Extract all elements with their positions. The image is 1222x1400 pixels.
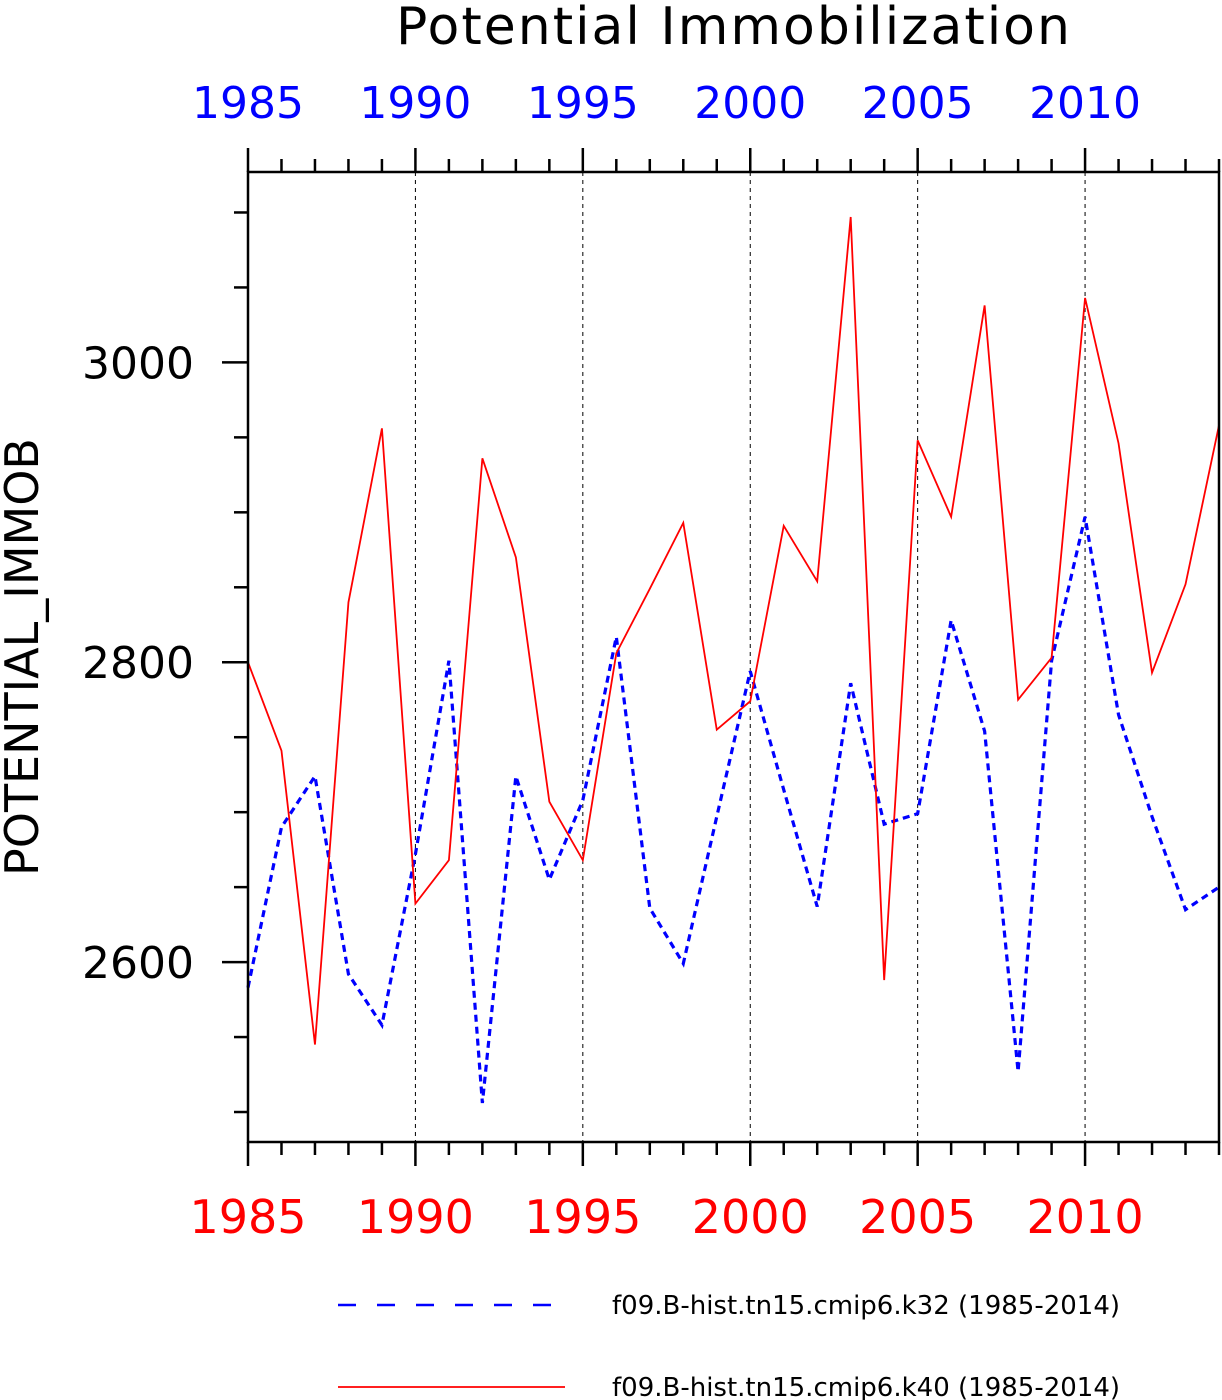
bottom-x-tick-label: 2005 (859, 1190, 976, 1244)
top-x-tick-label: 1990 (359, 78, 471, 129)
y-axis-label: POTENTIAL_IMMOB (0, 438, 49, 876)
top-x-tick-label: 2010 (1029, 78, 1141, 129)
y-tick-label: 2800 (82, 638, 194, 689)
bottom-x-tick-labels: 1985 1990 1995 2000 2005 2010 (189, 1190, 1143, 1244)
bottom-x-tick-label: 1990 (357, 1190, 474, 1244)
top-x-tick-label: 1985 (192, 78, 304, 129)
bottom-x-tick-label: 1995 (524, 1190, 641, 1244)
plot-frame (246, 170, 1221, 1144)
chart-title: Potential Immobilization (396, 0, 1072, 57)
y-tick-label: 3000 (82, 338, 194, 389)
series-lines (246, 216, 1220, 1104)
bottom-x-tick-label: 2000 (692, 1190, 809, 1244)
axis-ticks (222, 148, 1221, 1166)
top-x-tick-label: 2000 (694, 78, 806, 129)
bottom-x-tick-label: 2010 (1027, 1190, 1144, 1244)
top-x-tick-label: 1995 (527, 78, 639, 129)
top-x-tick-labels: 1985 1990 1995 2000 2005 2010 (192, 78, 1141, 129)
top-x-tick-label: 2005 (862, 78, 974, 129)
grid-lines (414, 172, 1086, 1142)
legend: f09.B-hist.tn15.cmip6.k32 (1985-2014) f09… (338, 1291, 1120, 1400)
series-line-k32 (246, 516, 1220, 1104)
series-line-k40 (247, 216, 1220, 1045)
legend-label: f09.B-hist.tn15.cmip6.k40 (1985-2014) (612, 1373, 1120, 1400)
bottom-x-tick-label: 1985 (189, 1190, 306, 1244)
y-tick-label: 2600 (82, 938, 194, 989)
y-tick-labels: 2600 2800 3000 (82, 338, 194, 989)
legend-label: f09.B-hist.tn15.cmip6.k32 (1985-2014) (612, 1291, 1120, 1321)
